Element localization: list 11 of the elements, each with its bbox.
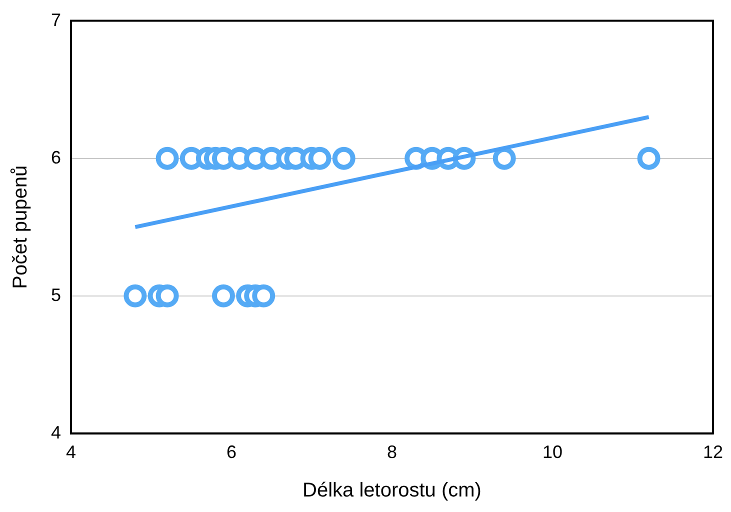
- y-tick-label: 6: [50, 147, 62, 168]
- y-tick-label: 7: [50, 10, 62, 30]
- y-tick-label: 5: [50, 284, 62, 305]
- y-axis-title: Počet pupenů: [10, 165, 32, 289]
- x-tick-label: 4: [66, 442, 76, 462]
- x-tick-label: 12: [702, 442, 724, 462]
- x-tick-label: 8: [387, 442, 398, 462]
- x-tick-label: 10: [542, 442, 563, 462]
- x-axis-title: Délka letorostu (cm): [302, 480, 482, 502]
- y-tick-label: 4: [50, 422, 62, 442]
- x-tick-label: 6: [226, 442, 237, 462]
